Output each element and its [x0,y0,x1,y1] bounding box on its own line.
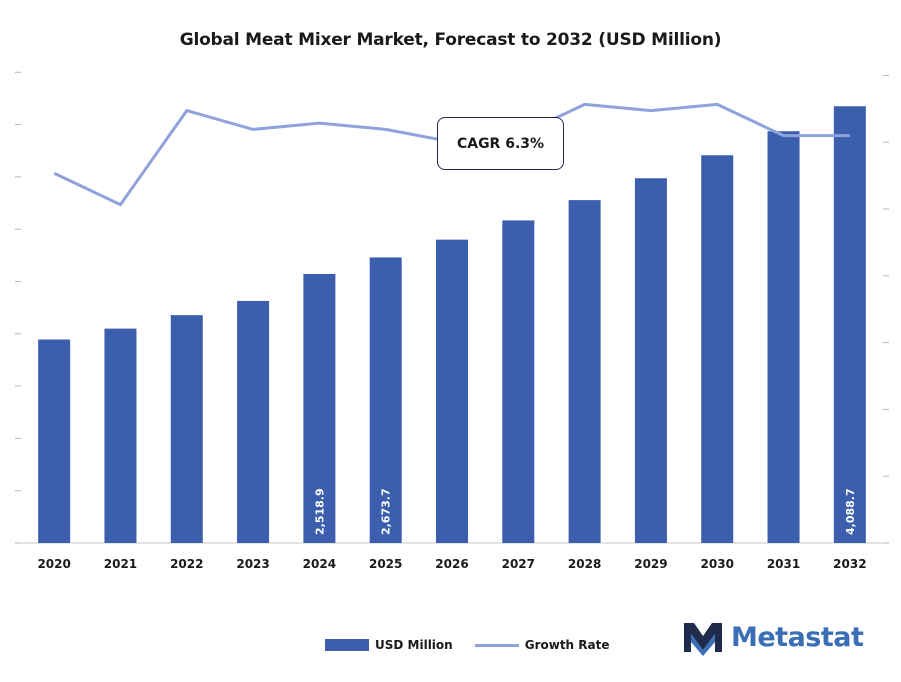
x-tick-label-2028: 2028 [568,557,601,571]
x-tick-label-2030: 2030 [701,557,734,571]
bar-2026 [436,239,468,544]
bar-2031 [767,131,800,543]
legend-swatch-bars [325,639,369,651]
x-tick-label-2025: 2025 [369,557,402,571]
bar-2032 [833,106,866,543]
x-tick-label-2021: 2021 [104,557,137,571]
bar-2023 [237,300,270,543]
x-tick-label-2022: 2022 [170,557,203,571]
bar-2025 [369,257,402,543]
bar-2028 [568,200,601,543]
legend-label-bars: USD Million [375,638,453,652]
x-tick-label-2027: 2027 [502,557,535,571]
bar-2020 [38,339,71,543]
bar-2027 [502,220,535,543]
legend-swatch-line [474,643,519,647]
data-label-2032: 4,088.7 [844,488,857,535]
legend-label-line: Growth Rate [524,638,610,652]
bar-2024 [303,273,336,543]
legend-item-bars: USD Million [325,638,453,652]
x-tick-label-2029: 2029 [634,557,667,571]
x-tick-label-2023: 2023 [236,557,269,571]
chart-title: Global Meat Mixer Market, Forecast to 20… [179,30,722,50]
x-tick-label-2026: 2026 [435,557,468,571]
bar-2029 [634,178,667,543]
x-tick-label-2024: 2024 [303,557,336,571]
cagr-annotation: CAGR 6.3% [437,117,564,170]
x-tick-label-2031: 2031 [767,557,800,571]
x-tick-label-2020: 2020 [37,557,70,571]
data-label-2025: 2,673.7 [380,488,393,535]
metastat-logo-text: Metastat [731,621,864,653]
legend: USD Million Growth Rate [325,638,632,652]
legend-item-line: Growth Rate [474,638,610,652]
x-tick-label-2032: 2032 [833,557,866,571]
bar-2021 [104,328,137,543]
bar-2030 [701,155,734,543]
data-label-2024: 2,518.9 [313,488,326,535]
bar-2022 [170,315,203,543]
metastat-logo: Metastat [681,618,864,656]
metastat-logo-icon [684,623,722,656]
